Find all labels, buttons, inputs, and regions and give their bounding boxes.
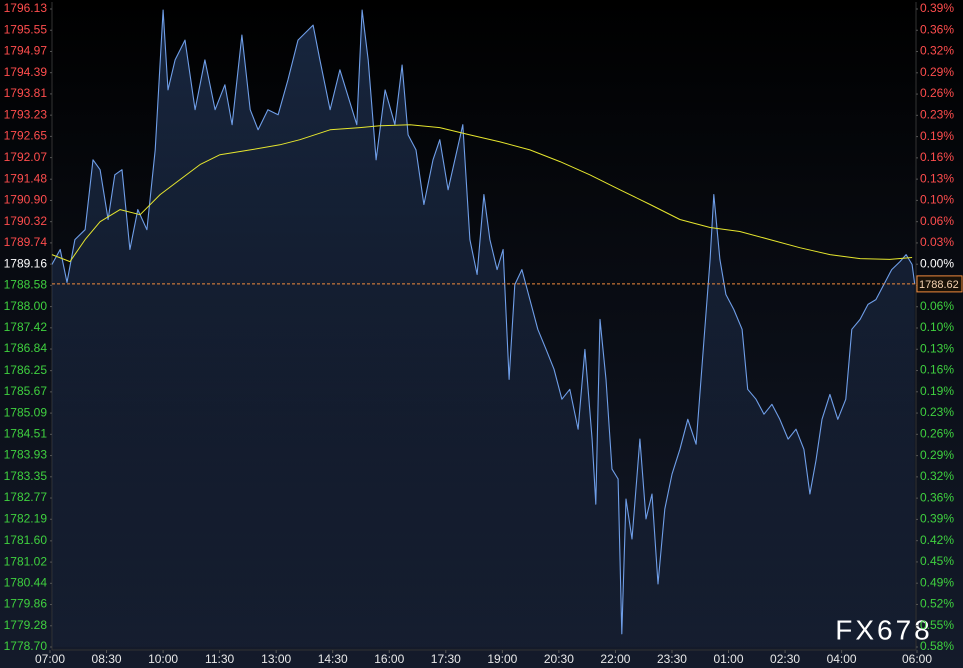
y2-tick-label: 0.13% xyxy=(920,171,954,185)
y2-tick-label: 0.36% xyxy=(920,490,954,504)
y-tick-label: 1796.13 xyxy=(4,1,48,15)
x-tick-label: 04:00 xyxy=(827,652,857,666)
y2-tick-label: 0.06% xyxy=(920,214,954,228)
y2-tick-label: 0.16% xyxy=(920,363,954,377)
y-tick-label: 1783.93 xyxy=(4,448,48,462)
y-tick-label: 1792.65 xyxy=(4,129,48,143)
y2-tick-label: 0.42% xyxy=(920,533,954,547)
y2-tick-label: 0.29% xyxy=(920,448,954,462)
y-tick-label: 1782.19 xyxy=(4,511,48,525)
y2-tick-label: 0.45% xyxy=(920,554,954,568)
y-tick-label: 1781.60 xyxy=(4,533,48,547)
x-tick-label: 07:00 xyxy=(35,652,65,666)
y-tick-label: 1788.58 xyxy=(4,278,48,292)
y-tick-label: 1790.90 xyxy=(4,193,48,207)
y-tick-label: 1788.00 xyxy=(4,299,48,313)
y-tick-label: 1783.35 xyxy=(4,469,48,483)
y2-tick-label: 0.39% xyxy=(920,512,954,526)
y-tick-label: 1784.51 xyxy=(4,427,48,441)
y2-tick-label: 0.26% xyxy=(920,86,954,100)
y-tick-label: 1782.77 xyxy=(4,490,48,504)
y2-tick-label: 0.32% xyxy=(920,469,954,483)
x-tick-label: 01:00 xyxy=(714,652,744,666)
y-tick-label: 1795.55 xyxy=(4,22,48,36)
y-tick-label: 1780.44 xyxy=(4,575,48,589)
y-tick-label: 1787.42 xyxy=(4,320,48,334)
y2-tick-label: 0.06% xyxy=(920,299,954,313)
x-tick-label: 20:30 xyxy=(544,652,574,666)
last-price-tag xyxy=(916,275,963,293)
y2-tick-label: 0.16% xyxy=(920,150,954,164)
x-tick-label: 14:30 xyxy=(318,652,348,666)
price-line xyxy=(51,9,916,635)
y2-tick-label: 0.29% xyxy=(920,65,954,79)
y-tick-label: 1793.81 xyxy=(4,86,48,100)
x-tick-label: 08:30 xyxy=(92,652,122,666)
y2-tick-label: 0.19% xyxy=(920,384,954,398)
y2-tick-label: 0.13% xyxy=(920,341,954,355)
y2-tick-label: 0.26% xyxy=(920,427,954,441)
x-tick-label: 02:30 xyxy=(770,652,800,666)
x-tick-label: 17:30 xyxy=(431,652,461,666)
y2-tick-label: 0.10% xyxy=(920,193,954,207)
y-tick-label: 1791.48 xyxy=(4,171,48,185)
y-tick-label: 1778.70 xyxy=(4,639,48,653)
y-tick-label: 1786.84 xyxy=(4,341,48,355)
x-tick-label: 10:00 xyxy=(148,652,178,666)
y2-tick-label: 0.23% xyxy=(920,405,954,419)
y2-tick-label: 0.00% xyxy=(920,256,954,270)
x-tick-label: 11:30 xyxy=(205,652,234,666)
y2-tick-label: 0.19% xyxy=(920,129,954,143)
average-line xyxy=(51,124,913,263)
y-tick-label: 1786.25 xyxy=(4,363,48,377)
y2-tick-label: 0.03% xyxy=(920,235,954,249)
y-tick-label: 1793.23 xyxy=(4,107,48,121)
y-tick-label: 1794.39 xyxy=(4,65,48,79)
x-tick-label: 23:30 xyxy=(657,652,687,666)
last-price-label: 1788.62 xyxy=(919,279,959,291)
x-tick-label: 19:00 xyxy=(487,652,517,666)
y2-tick-label: 0.32% xyxy=(920,44,954,58)
y2-tick-label: 0.58% xyxy=(920,639,954,653)
y2-tick-label: 0.36% xyxy=(920,22,954,36)
x-tick-label: 13:00 xyxy=(261,652,291,666)
y2-tick-label: 0.39% xyxy=(920,1,954,15)
y-tick-label: 1779.28 xyxy=(4,618,48,632)
y2-tick-label: 0.49% xyxy=(920,575,954,589)
y2-tick-label: 0.52% xyxy=(920,597,954,611)
y-tick-label: 1779.86 xyxy=(4,597,48,611)
y-tick-label: 1789.74 xyxy=(4,235,48,249)
y-tick-label: 1794.97 xyxy=(4,44,48,58)
y-tick-label: 1781.02 xyxy=(4,554,48,568)
y2-tick-label: 0.55% xyxy=(920,618,954,632)
y-tick-label: 1792.07 xyxy=(4,150,48,164)
price-area xyxy=(51,10,915,648)
watermark: FX678 xyxy=(835,614,933,645)
y2-tick-label: 0.10% xyxy=(920,320,954,334)
x-tick-label: 16:00 xyxy=(374,652,404,666)
x-tick-label: 06:00 xyxy=(902,652,932,666)
y2-tick-label: 0.23% xyxy=(920,108,954,122)
x-tick-label: 22:00 xyxy=(600,652,630,666)
y-tick-label: 1790.32 xyxy=(4,214,48,228)
y-tick-label: 1789.16 xyxy=(4,256,48,270)
y-tick-label: 1785.09 xyxy=(4,405,48,419)
y-tick-label: 1785.67 xyxy=(4,384,48,398)
